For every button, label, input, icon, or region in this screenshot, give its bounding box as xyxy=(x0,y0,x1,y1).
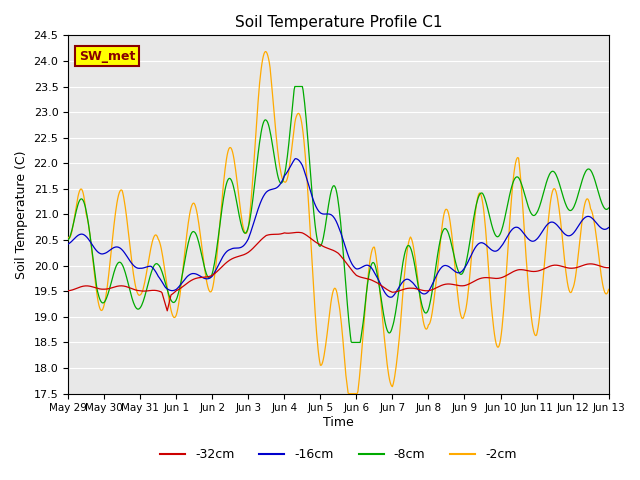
Legend: -32cm, -16cm, -8cm, -2cm: -32cm, -16cm, -8cm, -2cm xyxy=(155,443,522,466)
Text: SW_met: SW_met xyxy=(79,49,135,63)
Y-axis label: Soil Temperature (C): Soil Temperature (C) xyxy=(15,150,28,279)
Title: Soil Temperature Profile C1: Soil Temperature Profile C1 xyxy=(235,15,442,30)
X-axis label: Time: Time xyxy=(323,416,354,429)
